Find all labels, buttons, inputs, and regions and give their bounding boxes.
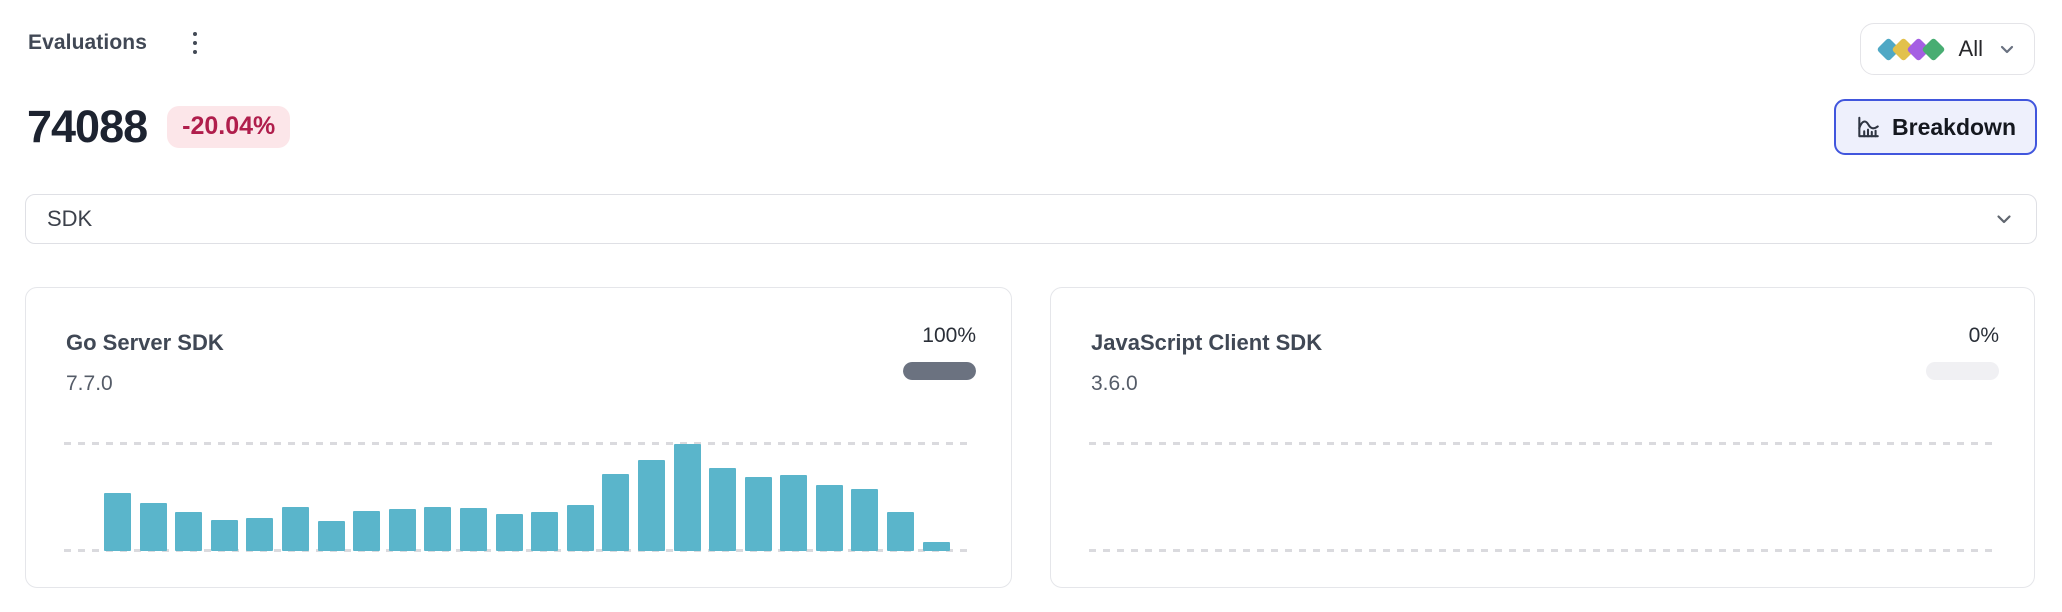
metric-delta-badge: -20.04%	[167, 105, 291, 149]
chart-bar	[887, 512, 915, 551]
chart-bar	[637, 460, 665, 551]
chevron-down-icon	[1996, 38, 2018, 60]
kebab-menu-icon[interactable]	[179, 26, 211, 60]
chart-bar	[744, 477, 772, 551]
breakdown-label: Breakdown	[1892, 113, 2016, 140]
progress-bar	[1926, 362, 1999, 380]
breakdown-button[interactable]: Breakdown	[1834, 99, 2037, 155]
card-go-server-sdk: Go Server SDK 7.7.0 100%	[25, 287, 1012, 588]
chart-bar	[139, 502, 167, 551]
dimension-select-value: SDK	[47, 206, 93, 231]
chart-bar	[780, 475, 808, 551]
card-version: 7.7.0	[66, 372, 113, 395]
chart-bar	[317, 521, 345, 551]
progress-fill	[903, 362, 976, 380]
chart-bars	[1089, 444, 1994, 551]
percent-label: 0%	[1968, 324, 1999, 347]
chart-bar	[459, 508, 487, 551]
metric-row: 74088 -20.04%	[27, 101, 291, 153]
chart-bar	[922, 542, 950, 551]
gridline-top	[1089, 442, 1994, 445]
diamond-icon	[1921, 36, 1946, 62]
chart-bar	[281, 507, 309, 551]
chart-bar	[602, 473, 630, 551]
card-javascript-client-sdk: JavaScript Client SDK 3.6.0 0%	[1050, 287, 2035, 588]
chart-bar	[673, 444, 701, 551]
chart-bar	[851, 488, 879, 551]
chart-bar	[495, 513, 523, 551]
chart-bars	[64, 444, 971, 551]
bar-chart	[64, 442, 971, 552]
card-header: Go Server SDK 7.7.0 100%	[26, 288, 1011, 396]
gridline-top	[64, 442, 971, 445]
card-title: Go Server SDK	[66, 330, 224, 355]
progress-bar	[903, 362, 976, 380]
dimension-select[interactable]: SDK	[25, 194, 2037, 244]
chart-bar	[210, 519, 238, 551]
chevron-down-icon	[1992, 207, 2016, 231]
filter-all-label: All	[1958, 36, 1983, 61]
card-title: JavaScript Client SDK	[1091, 330, 1323, 355]
bar-chart	[1089, 442, 1994, 552]
chart-bar	[246, 517, 274, 551]
card-version: 3.6.0	[1091, 372, 1138, 395]
chart-bar	[388, 509, 416, 551]
chart-bar	[566, 505, 594, 551]
diamond-stack-icon	[1876, 36, 1946, 62]
chart-bar	[175, 512, 203, 551]
chart-bar	[424, 507, 452, 551]
chart-bar	[815, 484, 843, 551]
metric-value: 74088	[27, 101, 148, 152]
card-header: JavaScript Client SDK 3.6.0 0%	[1051, 288, 2034, 396]
filter-all-dropdown[interactable]: All	[1859, 23, 2035, 75]
histogram-icon	[1855, 114, 1881, 140]
gridline-baseline	[1089, 549, 1994, 552]
sdk-cards-row: Go Server SDK 7.7.0 100% JavaScript Clie…	[25, 287, 2035, 588]
chart-bar	[531, 512, 559, 551]
page-title: Evaluations	[28, 31, 147, 54]
chart-bar	[104, 493, 131, 551]
chart-bar	[709, 467, 737, 551]
percent-label: 100%	[922, 324, 976, 347]
header-row: Evaluations	[28, 26, 211, 60]
chart-bar	[353, 511, 381, 551]
